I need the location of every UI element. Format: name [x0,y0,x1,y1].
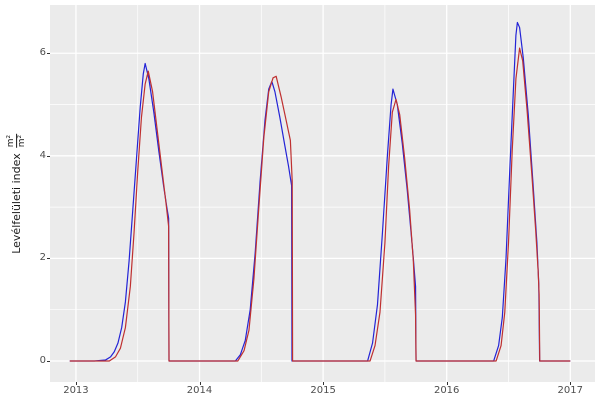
y-tick-label: 2 [39,252,46,264]
plot-panel [50,5,595,382]
x-tick-mark [570,382,572,385]
blue-series-line [69,21,571,362]
x-tick-mark [199,382,201,385]
x-tick-label: 2016 [433,385,460,396]
x-tick-label: 2017 [557,385,583,396]
y-tick-label: 0 [39,354,46,366]
y-tick-mark [47,360,50,362]
plot-canvas [50,5,595,382]
x-tick-label: 2013 [63,385,89,396]
y-axis-unit-fraction: m² m² [6,133,28,148]
y-tick-label: 6 [39,47,46,59]
y-tick-mark [47,155,50,157]
x-tick-mark [75,382,77,385]
x-tick-mark [446,382,448,385]
y-tick-mark [47,53,50,55]
y-axis-unit-numerator: m² [6,133,18,148]
x-tick-label: 2014 [186,385,213,396]
y-axis-unit-denominator: m² [17,134,28,147]
y-axis-title: Levélfelületi index m² m² [0,5,34,382]
y-axis-title-text: Levélfelületi index [10,152,24,254]
x-tick-mark [323,382,325,385]
x-tick-label: 2015 [310,385,336,396]
y-tick-label: 4 [39,149,46,161]
red-series-line [69,47,571,362]
y-tick-mark [47,258,50,260]
